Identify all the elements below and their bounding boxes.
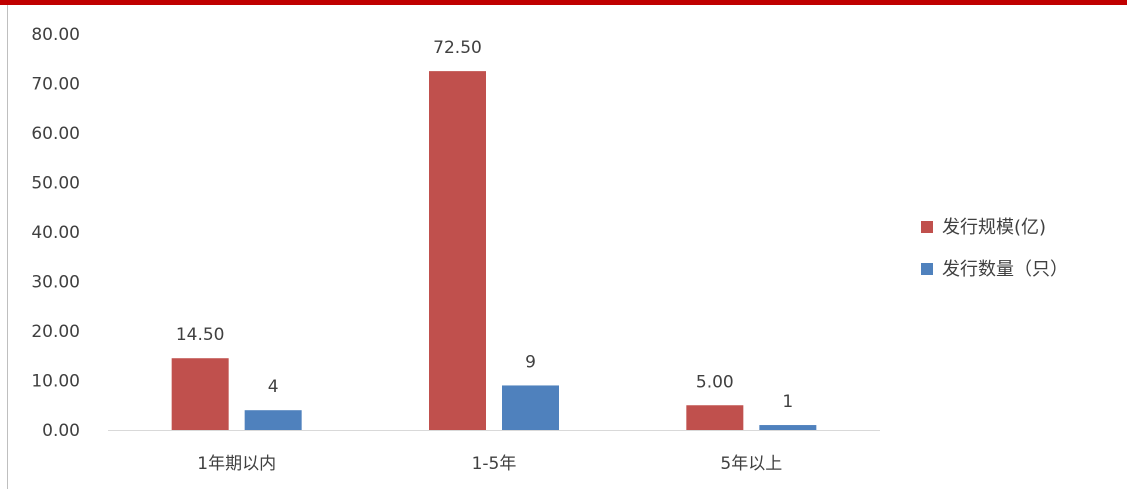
bar-count-0 (244, 410, 302, 430)
y-tick-label: 50.00 (31, 174, 80, 194)
y-tick-label: 70.00 (31, 75, 80, 95)
legend-label-count: 发行数量（只） (942, 259, 1068, 280)
data-label-count-0: 4 (268, 377, 279, 397)
data-label-scale-0: 14.50 (176, 325, 225, 345)
data-label-scale-2: 5.00 (696, 372, 734, 392)
y-tick-label: 10.00 (31, 372, 80, 392)
legend-label-scale: 发行规模(亿) (942, 217, 1046, 238)
legend-swatch-scale (921, 221, 933, 233)
bar-scale-1 (429, 71, 486, 430)
bar-series-group (171, 71, 817, 430)
y-tick-label: 60.00 (31, 124, 80, 144)
data-label-count-2: 1 (782, 392, 793, 412)
legend: 发行规模(亿) 发行数量（只） (921, 217, 1068, 280)
left-border-rule (7, 5, 8, 489)
data-label-scale-1: 72.50 (433, 38, 482, 58)
category-labels-group: 1年期以内 1-5年 5年以上 (197, 454, 782, 474)
bar-scale-2 (686, 405, 744, 430)
data-labels-group: 14.50 4 72.50 9 5.00 1 (176, 38, 793, 412)
bar-count-1 (502, 385, 559, 430)
legend-swatch-count (921, 263, 933, 275)
x-category-label: 5年以上 (720, 454, 782, 474)
bar-count-2 (759, 425, 817, 430)
y-tick-label: 40.00 (31, 223, 80, 243)
bar-scale-0 (171, 358, 229, 430)
y-tick-label: 0.00 (42, 421, 80, 441)
x-category-label: 1年期以内 (197, 454, 276, 474)
y-axis-tick-labels: 0.00 10.00 20.00 30.00 40.00 50.00 60.00 70.00 8… (31, 25, 80, 441)
y-tick-label: 80.00 (31, 25, 80, 45)
top-accent-rule (0, 0, 1127, 5)
y-tick-label: 20.00 (31, 322, 80, 342)
y-tick-label: 30.00 (31, 273, 80, 293)
data-label-count-1: 9 (525, 352, 536, 372)
x-category-label: 1-5年 (472, 454, 517, 474)
